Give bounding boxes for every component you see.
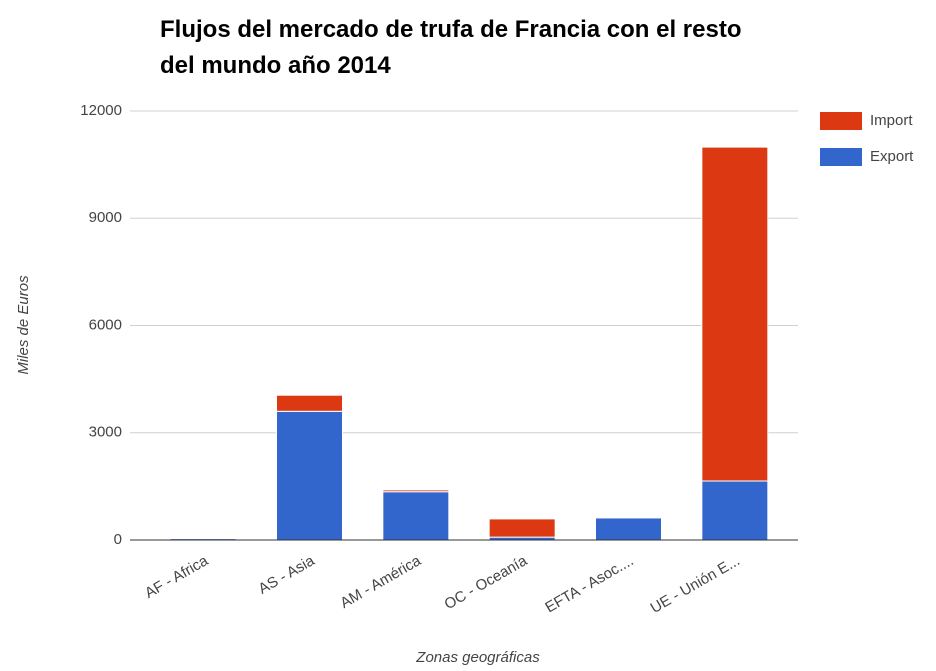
legend-swatch [820,148,862,166]
bar-segment [488,518,556,538]
legend-label: Export [870,148,914,165]
bar-segment [595,517,662,541]
bar-segment [276,410,343,541]
x-tick-label: AS - Asia [256,552,318,598]
bar-segment [382,491,450,541]
y-tick-label: 3000 [89,424,122,441]
bar-segment [701,480,769,541]
x-tick-label: AM - América [337,552,424,612]
legend-swatch [820,112,862,130]
y-tick-label: 0 [114,531,122,548]
x-tick-label: OC - Oceanía [442,552,531,613]
x-tick-label: UE - Unión E... [648,552,743,617]
x-tick-label: AF - Africa [142,552,212,602]
chart-title: Flujos del mercado de trufa de Francia c… [160,16,742,79]
x-axis-label: Zonas geográficas [415,649,540,666]
x-tick-label: EFTA - Asoc.... [542,552,636,616]
bar-segment [701,146,769,482]
bar-segment [169,537,237,540]
y-tick-label: 9000 [89,209,122,226]
legend-label: Import [870,112,913,129]
y-tick-label: 12000 [80,102,122,119]
bar-segment [382,489,450,493]
y-tick-label: 6000 [89,316,122,333]
bar-segment [276,394,343,412]
y-axis-label: Miles de Euros [15,275,32,375]
